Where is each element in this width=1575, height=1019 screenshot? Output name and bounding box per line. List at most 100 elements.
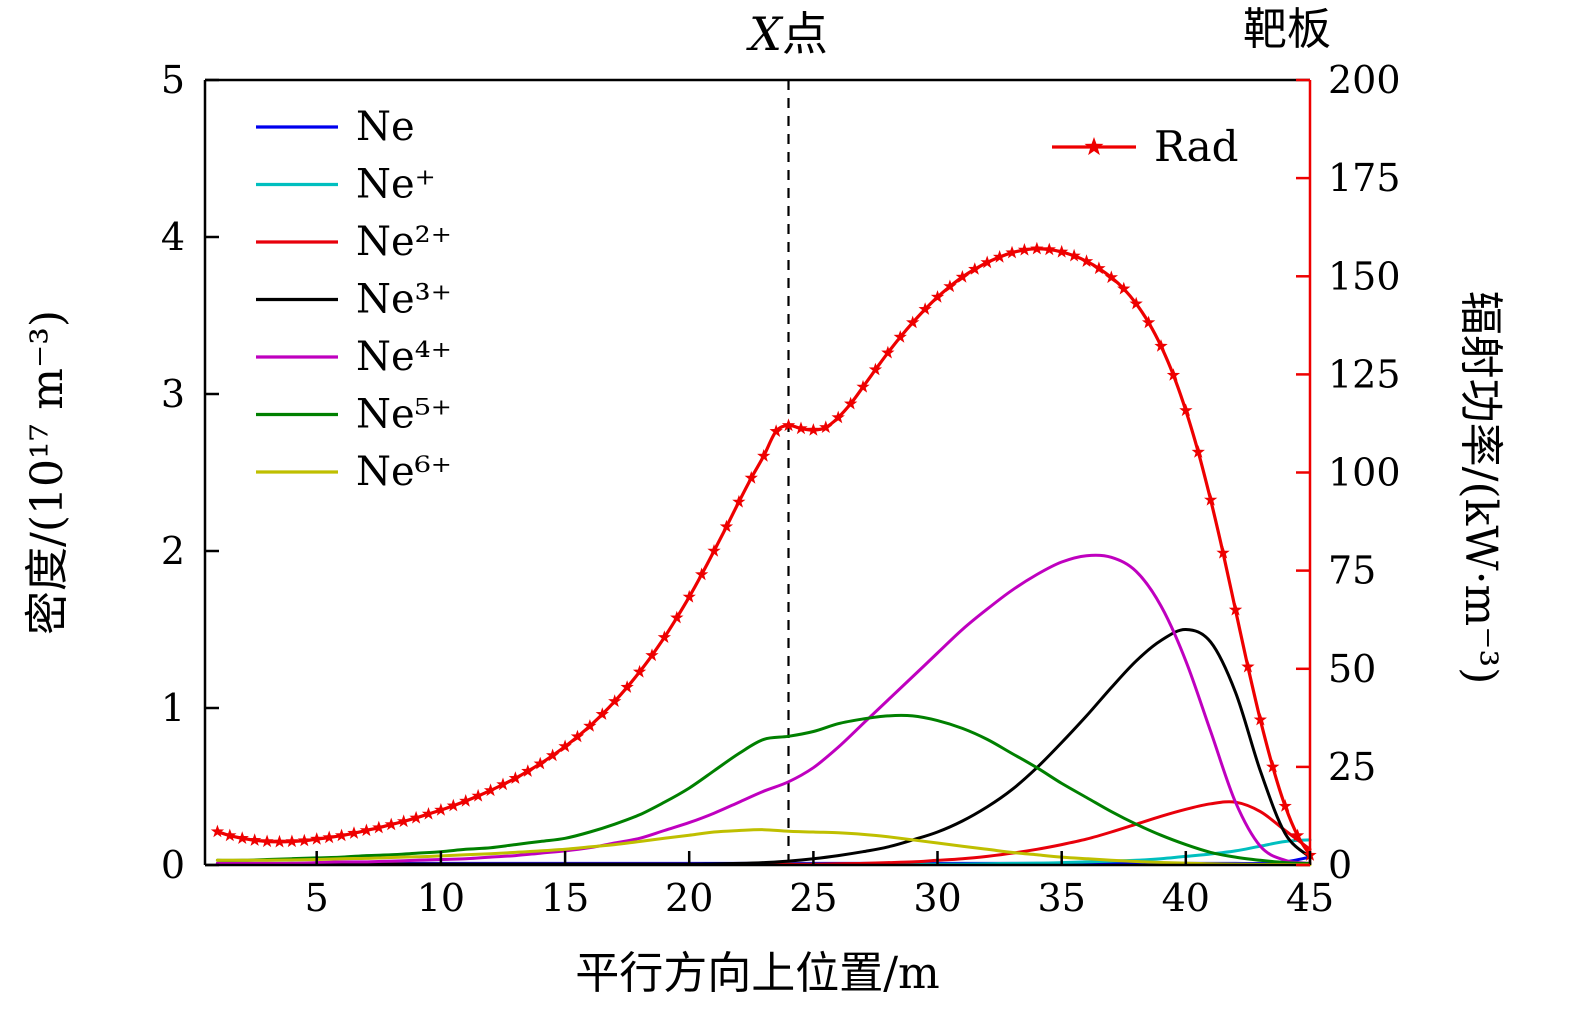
- star-marker-icon: [310, 832, 324, 845]
- x-tick-label: 45: [1286, 876, 1334, 920]
- legend-item-ne4: Ne⁴⁺: [256, 334, 452, 380]
- star-marker-icon: [930, 290, 945, 303]
- y-tick-label-left: 5: [161, 58, 185, 102]
- target-plate-annotation: 靶板: [1243, 4, 1331, 55]
- legend-rad: Rad: [1052, 122, 1239, 171]
- star-marker-icon: [868, 362, 883, 376]
- star-marker-icon: [1253, 712, 1267, 726]
- y-tick-label-right: 50: [1328, 647, 1376, 691]
- star-marker-icon: [272, 834, 287, 848]
- x-tick-label: 10: [417, 876, 465, 920]
- star-marker-icon: [1166, 368, 1181, 381]
- x-tick-label: 20: [665, 876, 713, 920]
- star-marker-icon: [980, 255, 994, 269]
- star-marker-icon: [893, 330, 907, 343]
- star-marker-icon: [732, 494, 746, 508]
- star-marker-icon: [483, 783, 498, 797]
- right-y-axis-ticks: 0 25 50 75 100 125 150 175 200: [1296, 58, 1401, 887]
- y-tick-label-right: 150: [1328, 254, 1401, 298]
- star-marker-icon: [285, 834, 299, 848]
- y-tick-label-left: 2: [161, 529, 185, 573]
- star-marker-icon: [695, 567, 709, 581]
- star-marker-icon: [1017, 243, 1032, 256]
- star-marker-icon: [906, 315, 920, 329]
- legend-item-ne6: Ne⁶⁺: [256, 449, 452, 495]
- y-tick-label-left: 4: [161, 215, 185, 259]
- star-marker-icon: [322, 830, 336, 844]
- star-marker-icon: [1055, 244, 1069, 258]
- star-marker-icon: [1141, 315, 1156, 329]
- star-marker-icon: [297, 833, 311, 847]
- star-marker-icon: [397, 814, 411, 828]
- star-marker-icon: [471, 788, 485, 802]
- star-marker-icon: [955, 270, 969, 283]
- series-line-ne6: [215, 828, 1312, 867]
- star-marker-icon: [645, 648, 659, 662]
- star-marker-icon: [372, 820, 386, 834]
- star-marker-icon: [1191, 445, 1205, 458]
- star-marker-icon: [1117, 281, 1131, 295]
- star-marker-icon: [558, 739, 572, 753]
- rad-star-markers: [210, 241, 1317, 861]
- star-marker-icon: [434, 803, 448, 816]
- star-marker-icon: [781, 418, 796, 432]
- star-marker-icon: [1228, 602, 1243, 616]
- x-point-annotation: X点: [746, 7, 828, 61]
- legend-label: Ne⁵⁺: [356, 392, 452, 438]
- star-marker-icon: [992, 250, 1007, 263]
- star-marker-icon: [769, 424, 783, 437]
- legend-label: Ne⁴⁺: [356, 334, 452, 380]
- star-marker-icon: [359, 823, 374, 837]
- star-marker-icon: [1154, 339, 1168, 352]
- star-marker-icon: [831, 410, 845, 424]
- star-marker-icon: [1084, 137, 1104, 156]
- star-marker-icon: [533, 756, 547, 770]
- legend-item-ne3: Ne³⁺: [256, 277, 452, 323]
- x-tick-label: 15: [541, 876, 589, 920]
- star-marker-icon: [235, 831, 249, 844]
- left-y-axis-ticks: 0 1 2 3 4 5: [161, 58, 219, 887]
- star-marker-icon: [707, 544, 721, 557]
- x-tick-label: 35: [1038, 876, 1086, 920]
- star-marker-icon: [248, 833, 262, 846]
- star-marker-icon: [819, 420, 833, 433]
- right-y-axis-title: 辐射功率/(kW·m⁻³): [1455, 291, 1506, 685]
- legend-label: Ne: [356, 104, 415, 150]
- y-tick-label-right: 100: [1328, 451, 1401, 495]
- x-axis-title: 平行方向上位置/m: [575, 948, 940, 999]
- star-marker-icon: [1204, 493, 1218, 506]
- star-marker-icon: [856, 379, 870, 393]
- star-marker-icon: [670, 610, 684, 624]
- star-marker-icon: [1104, 270, 1118, 284]
- x-tick-label: 25: [789, 876, 837, 920]
- star-marker-icon: [657, 630, 671, 643]
- star-marker-icon: [968, 262, 982, 275]
- star-marker-icon: [806, 423, 820, 436]
- star-marker-icon: [546, 748, 560, 762]
- star-marker-icon: [682, 589, 696, 603]
- y-tick-label-right: 175: [1328, 156, 1401, 200]
- star-marker-icon: [583, 719, 597, 732]
- legend-item-ne1: Ne⁺: [256, 162, 436, 208]
- star-marker-icon: [595, 707, 609, 720]
- y-tick-label-right: 75: [1328, 549, 1376, 593]
- x-tick-label: 5: [305, 876, 329, 920]
- star-marker-icon: [1266, 759, 1280, 773]
- star-marker-icon: [210, 824, 225, 838]
- x-tick-label: 40: [1162, 876, 1210, 920]
- legend-label: Ne⁺: [356, 162, 436, 208]
- star-marker-icon: [521, 764, 535, 777]
- legend-item-ne2: Ne²⁺: [256, 219, 452, 265]
- star-marker-icon: [260, 834, 274, 848]
- star-marker-icon: [1042, 242, 1056, 256]
- star-marker-icon: [1067, 248, 1081, 262]
- star-marker-icon: [223, 828, 237, 842]
- star-marker-icon: [943, 279, 957, 293]
- star-marker-icon: [1079, 254, 1094, 267]
- star-marker-icon: [508, 771, 523, 784]
- star-marker-icon: [570, 729, 585, 743]
- star-marker-icon: [1030, 241, 1044, 255]
